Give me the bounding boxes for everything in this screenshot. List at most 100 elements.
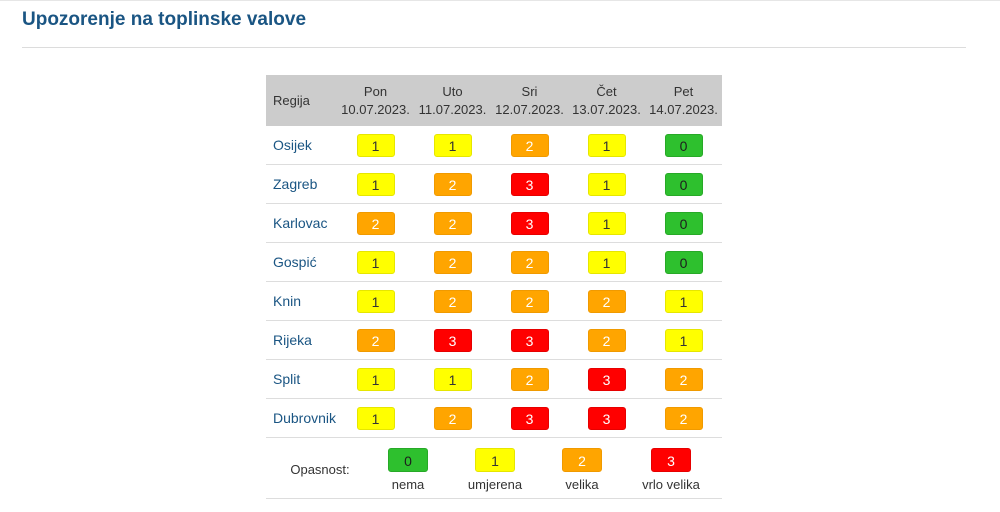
danger-level-badge: 0 xyxy=(664,172,703,196)
day-name: Pet xyxy=(673,83,694,99)
danger-level-badge: 1 xyxy=(356,250,395,274)
day-column-header: Sri 12.07.2023. xyxy=(491,75,568,126)
legend-level-badge: 3 xyxy=(651,448,691,472)
table-header-row: Regija Pon 10.07.2023. Uto 11.07.2023. S… xyxy=(266,75,722,126)
level-cell: 1 xyxy=(337,164,414,204)
legend-level-badge: 1 xyxy=(475,448,515,472)
legend-text: velika xyxy=(565,477,599,492)
level-cell: 2 xyxy=(491,126,568,165)
danger-level-badge: 3 xyxy=(510,406,549,430)
legend-label: Opasnost: xyxy=(290,462,350,477)
region-link[interactable]: Split xyxy=(266,359,337,399)
day-name: Pon xyxy=(363,83,388,99)
danger-level-badge: 1 xyxy=(587,172,626,196)
danger-level-badge: 2 xyxy=(510,367,549,391)
title-divider xyxy=(22,47,966,48)
danger-level-badge: 1 xyxy=(587,133,626,157)
level-cell: 1 xyxy=(645,320,722,360)
danger-level-badge: 3 xyxy=(510,211,549,235)
danger-level-badge: 2 xyxy=(587,328,626,352)
day-column-header: Čet 13.07.2023. xyxy=(568,75,645,126)
region-link[interactable]: Knin xyxy=(266,281,337,321)
level-cell: 2 xyxy=(414,164,491,204)
danger-level-badge: 1 xyxy=(356,133,395,157)
danger-level-badge: 3 xyxy=(433,328,472,352)
level-cell: 1 xyxy=(337,126,414,165)
level-cell: 3 xyxy=(568,398,645,438)
region-link[interactable]: Zagreb xyxy=(266,164,337,204)
level-cell: 2 xyxy=(491,281,568,321)
level-cell: 1 xyxy=(337,242,414,282)
danger-level-badge: 3 xyxy=(587,367,626,391)
danger-level-badge: 1 xyxy=(356,406,395,430)
level-cell: 3 xyxy=(491,164,568,204)
table-row: Knin 1 2 2 2 1 xyxy=(266,281,722,321)
level-cell: 1 xyxy=(414,359,491,399)
legend-level-badge: 0 xyxy=(388,448,428,472)
danger-level-badge: 2 xyxy=(510,250,549,274)
level-cell: 0 xyxy=(645,203,722,243)
legend-item: 3 vrlo velika xyxy=(621,448,721,492)
page-title: Upozorenje na toplinske valove xyxy=(22,9,307,30)
danger-level-badge: 2 xyxy=(510,289,549,313)
danger-level-badge: 2 xyxy=(510,133,549,157)
legend-text: umjerena xyxy=(467,477,523,492)
danger-level-badge: 0 xyxy=(664,250,703,274)
region-link[interactable]: Dubrovnik xyxy=(266,398,337,438)
table-row: Gospić 1 2 2 1 0 xyxy=(266,242,722,282)
danger-level-badge: 0 xyxy=(664,133,703,157)
table-row: Karlovac 2 2 3 1 0 xyxy=(266,203,722,243)
danger-level-badge: 1 xyxy=(587,250,626,274)
day-date: 12.07.2023. xyxy=(495,101,564,117)
danger-level-badge: 1 xyxy=(356,367,395,391)
level-cell: 1 xyxy=(337,398,414,438)
level-cell: 1 xyxy=(568,164,645,204)
danger-level-badge: 1 xyxy=(664,289,703,313)
danger-level-badge: 1 xyxy=(356,289,395,313)
level-cell: 0 xyxy=(645,242,722,282)
danger-level-badge: 2 xyxy=(664,367,703,391)
region-link[interactable]: Gospić xyxy=(266,242,337,282)
legend-item: 2 velika xyxy=(532,448,632,492)
level-cell: 2 xyxy=(337,320,414,360)
danger-level-badge: 2 xyxy=(664,406,703,430)
region-column-header: Regija xyxy=(266,75,337,126)
level-cell: 2 xyxy=(414,242,491,282)
level-cell: 2 xyxy=(337,203,414,243)
legend-item: 0 nema xyxy=(358,448,458,492)
level-cell: 2 xyxy=(568,320,645,360)
danger-level-badge: 3 xyxy=(510,328,549,352)
region-link[interactable]: Osijek xyxy=(266,126,337,165)
legend-item: 1 umjerena xyxy=(445,448,545,492)
day-date: 13.07.2023. xyxy=(572,101,641,117)
level-cell: 1 xyxy=(645,281,722,321)
region-link[interactable]: Karlovac xyxy=(266,203,337,243)
danger-level-badge: 1 xyxy=(587,211,626,235)
legend-text: nema xyxy=(391,477,425,492)
table-row: Zagreb 1 2 3 1 0 xyxy=(266,164,722,204)
table-row: Rijeka 2 3 3 2 1 xyxy=(266,320,722,360)
top-divider xyxy=(0,0,1000,1)
level-cell: 2 xyxy=(645,359,722,399)
legend-level-badge: 2 xyxy=(562,448,602,472)
danger-level-badge: 2 xyxy=(356,211,395,235)
level-cell: 2 xyxy=(645,398,722,438)
level-cell: 2 xyxy=(568,281,645,321)
region-link[interactable]: Rijeka xyxy=(266,320,337,360)
level-cell: 1 xyxy=(337,359,414,399)
table-body: Osijek 1 1 2 1 0 Zagreb 1 2 3 1 0 Karlovac 2 2 3 1 0 Gospi… xyxy=(266,126,722,438)
level-cell: 3 xyxy=(414,320,491,360)
level-cell: 2 xyxy=(491,242,568,282)
danger-level-badge: 3 xyxy=(587,406,626,430)
danger-legend: Opasnost: 0 nema 1 umjerena 2 velika 3 vrlo vel… xyxy=(266,436,722,499)
day-name: Sri xyxy=(521,83,538,99)
table-header: Regija Pon 10.07.2023. Uto 11.07.2023. S… xyxy=(266,75,722,126)
level-cell: 1 xyxy=(414,126,491,165)
level-cell: 1 xyxy=(568,203,645,243)
level-cell: 1 xyxy=(337,281,414,321)
danger-level-badge: 2 xyxy=(433,172,472,196)
danger-level-badge: 2 xyxy=(433,406,472,430)
level-cell: 3 xyxy=(491,203,568,243)
day-column-header: Pet 14.07.2023. xyxy=(645,75,722,126)
